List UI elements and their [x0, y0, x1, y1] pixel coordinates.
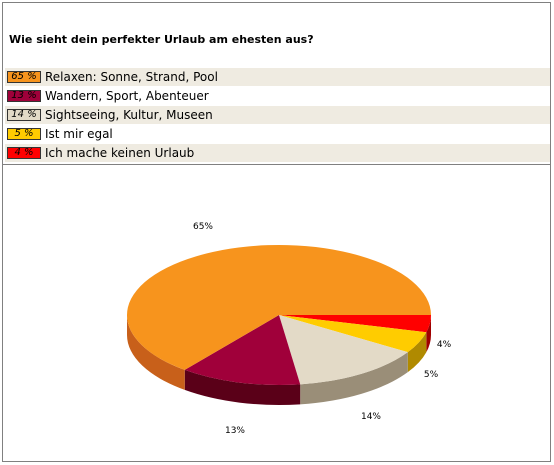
pie-slice-side	[300, 352, 408, 405]
pie-slice	[127, 245, 432, 370]
legend-label: Ich mache keinen Urlaub	[45, 146, 195, 160]
pie-slice-side	[127, 315, 185, 390]
pie-chart: 4% 5% 14% 13% 65%	[127, 222, 452, 436]
pie-sides	[127, 315, 431, 405]
legend-row: 13 % Wandern, Sport, Abenteuer	[5, 87, 550, 105]
pie-slice-label: 65%	[193, 222, 213, 232]
pie-slice	[279, 315, 408, 385]
divider	[3, 164, 550, 165]
legend-swatch: 14 %	[7, 109, 41, 121]
pie-slice-label: 13%	[225, 426, 245, 436]
pie-slice-label: 4%	[437, 340, 452, 350]
legend-row: 14 % Sightseeing, Kultur, Museen	[5, 106, 550, 124]
pie-slice-label: 5%	[424, 370, 439, 380]
pie-slice-label: 14%	[361, 412, 381, 422]
pie-slice-side	[184, 369, 301, 405]
legend-row: 65 % Relaxen: Sonne, Strand, Pool	[5, 68, 550, 86]
legend-label: Ist mir egal	[45, 127, 113, 141]
legend-label: Relaxen: Sonne, Strand, Pool	[45, 70, 218, 84]
legend-swatch: 13 %	[7, 90, 41, 102]
legend-swatch: 5 %	[7, 128, 41, 140]
legend: 65 % Relaxen: Sonne, Strand, Pool 13 % W…	[5, 68, 550, 163]
poll-question: Wie sieht dein perfekter Urlaub am ehest…	[9, 33, 314, 46]
pie-slice	[279, 315, 427, 353]
legend-label: Wandern, Sport, Abenteuer	[45, 89, 209, 103]
pie-slice-side	[407, 332, 427, 373]
legend-row: 4 % Ich mache keinen Urlaub	[5, 144, 550, 162]
legend-label: Sightseeing, Kultur, Museen	[45, 108, 213, 122]
legend-row: 5 % Ist mir egal	[5, 125, 550, 143]
pie-slice	[279, 315, 431, 333]
pie-slice-side	[426, 315, 431, 353]
legend-swatch: 4 %	[7, 147, 41, 159]
legend-swatch: 65 %	[7, 71, 41, 83]
pie-chart-area: 4% 5% 14% 13% 65%	[3, 165, 550, 463]
pie-slice	[184, 315, 301, 385]
